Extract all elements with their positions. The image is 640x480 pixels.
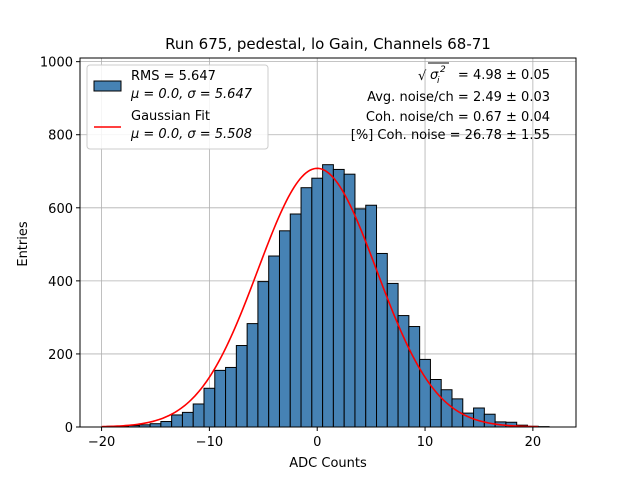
histogram-bar [171,414,183,428]
axes-frame [79,57,577,428]
sigma-subscript: i [437,76,440,86]
y-tick-label: 600 [48,202,73,217]
y-tick-label: 1000 [40,56,73,71]
histogram-bar [419,358,431,428]
legend: RMS = 5.647 μ = 0.0, σ = 5.647 Gaussian Fi… [86,64,269,150]
sigma-superscript: 2 [440,65,446,75]
legend-label: μ = 0.0, σ = 5.647 [130,87,253,102]
histogram-bar [300,187,313,428]
histogram-bar [225,366,237,428]
x-axis-label: ADC Counts [289,456,367,471]
legend-label: RMS = 5.647 [131,69,216,84]
chart-title: Run 675, pedestal, lo Gain, Channels 68-… [165,35,491,53]
legend-bar-swatch [93,80,122,92]
histogram-bar [473,407,485,428]
gaussian-fit-line [101,167,539,428]
histogram-bar [160,421,173,428]
histogram-bar [440,389,453,428]
y-tick-label: 200 [48,348,73,363]
histogram-bar [246,323,259,428]
histogram-bar [365,204,378,428]
y-tick-label: 800 [48,129,73,144]
histogram-bar [408,326,421,428]
sigma-symbol: σ [430,68,439,83]
histogram-bar [235,345,248,428]
histogram-bar [397,315,410,428]
histogram-bar [483,413,496,428]
x-tick-label: 0 [313,435,321,450]
annotation-text: Avg. noise/ch = 2.49 ± 0.03 [367,90,550,105]
legend-label: Gaussian Fit [131,109,210,124]
x-tick-label: 20 [525,435,542,450]
x-tick-label: −10 [196,435,223,450]
annotation-text: = 4.98 ± 0.05 [458,68,550,83]
sqrt-sigma-symbol: √ σi2 [418,62,449,86]
histogram-bar [354,208,367,428]
histogram-bar [311,177,324,428]
histogram-bar [214,369,227,428]
x-tick-label: 10 [417,435,434,450]
histogram-bar [268,255,280,428]
annotation-text: [%] Coh. noise = 26.78 ± 1.55 [351,128,550,143]
histogram-bar [203,387,216,428]
y-axis-label: Entries [16,221,31,267]
histogram-bar [278,230,291,428]
histogram-bar [386,282,399,428]
noise-annotations: = 4.98 ± 0.05 √ σi2 Avg. noise/ch = 2.49 ± … [351,62,550,143]
legend-box [86,64,269,150]
legend-label: μ = 0.0, σ = 5.508 [130,127,252,142]
histogram-bar [257,281,270,428]
histogram-bar [322,164,334,428]
annotation-text: Coh. noise/ch = 0.67 ± 0.04 [366,110,550,125]
histogram-bar [181,411,194,428]
y-tick-label: 400 [48,275,73,290]
histogram-bar [376,252,388,428]
histogram-bar [289,213,302,428]
y-tick-label: 0 [65,421,73,436]
sqrt-sign: √ [418,69,427,84]
histogram-bar [332,168,345,428]
x-tick-label: −20 [88,435,115,450]
histogram-bar [192,403,205,428]
